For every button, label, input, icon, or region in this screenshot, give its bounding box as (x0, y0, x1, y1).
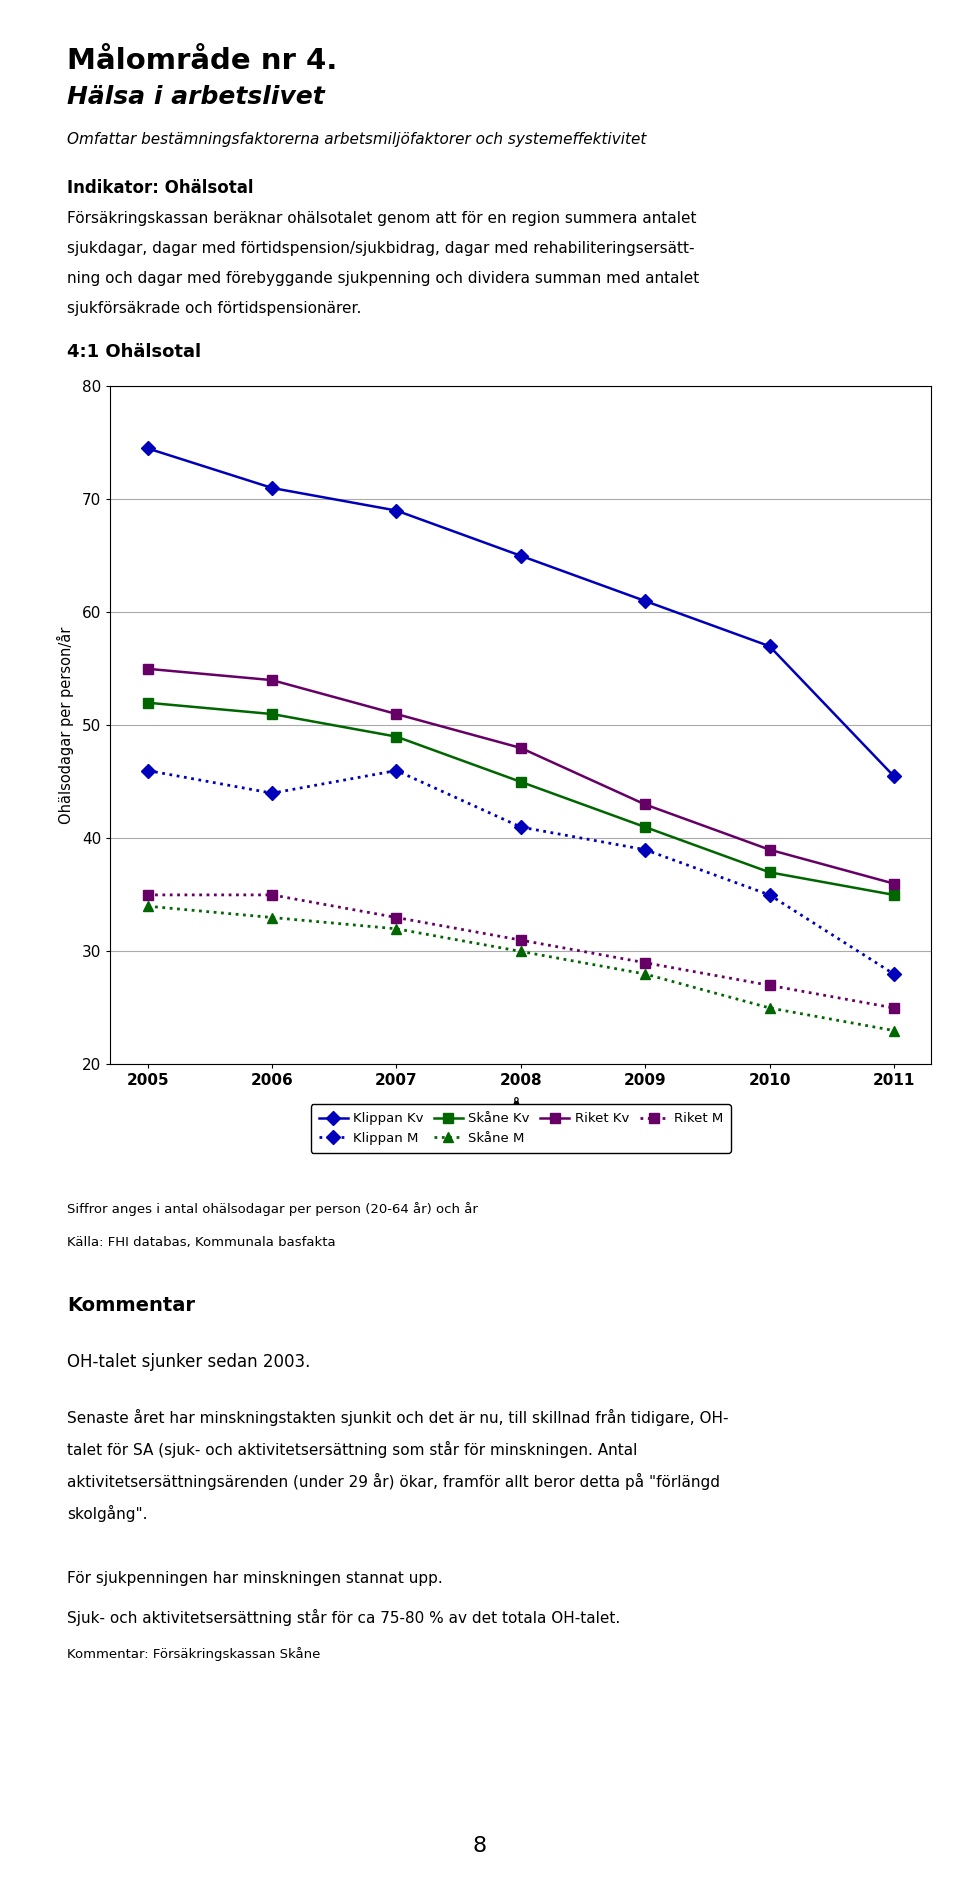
Text: talet för SA (sjuk- och aktivitetsersättning som står för minskningen. Antal: talet för SA (sjuk- och aktivitetsersätt… (67, 1441, 637, 1458)
Text: Kommentar: Försäkringskassan Skåne: Kommentar: Försäkringskassan Skåne (67, 1647, 321, 1660)
Text: Siffror anges i antal ohälsodagar per person (20-64 år) och år: Siffror anges i antal ohälsodagar per pe… (67, 1202, 478, 1215)
Text: För sjukpenningen har minskningen stannat upp.: För sjukpenningen har minskningen stanna… (67, 1571, 443, 1586)
Text: Försäkringskassan beräknar ohälsotalet genom att för en region summera antalet: Försäkringskassan beräknar ohälsotalet g… (67, 211, 697, 226)
Text: sjukdagar, dagar med förtidspension/sjukbidrag, dagar med rehabiliteringsersätt-: sjukdagar, dagar med förtidspension/sjuk… (67, 241, 695, 256)
Text: Målområde nr 4.: Målområde nr 4. (67, 47, 338, 75)
Y-axis label: Ohälsodagar per person/år: Ohälsodagar per person/år (57, 627, 74, 823)
Text: Indikator: Ohälsotal: Indikator: Ohälsotal (67, 179, 253, 198)
Text: Kommentar: Kommentar (67, 1296, 195, 1315)
Text: aktivitetsersättningsärenden (under 29 år) ökar, framför allt beror detta på "fö: aktivitetsersättningsärenden (under 29 å… (67, 1473, 720, 1490)
Text: Hälsa i arbetslivet: Hälsa i arbetslivet (67, 85, 324, 109)
Text: 8: 8 (473, 1835, 487, 1856)
Text: Omfattar bestämningsfaktorerna arbetsmiljöfaktorer och systemeffektivitet: Omfattar bestämningsfaktorerna arbetsmil… (67, 132, 647, 147)
Text: 4:1 Ohälsotal: 4:1 Ohälsotal (67, 343, 202, 362)
Text: Källa: FHI databas, Kommunala basfakta: Källa: FHI databas, Kommunala basfakta (67, 1236, 336, 1249)
Text: OH-talet sjunker sedan 2003.: OH-talet sjunker sedan 2003. (67, 1353, 311, 1372)
Text: skolgång".: skolgång". (67, 1505, 148, 1522)
Text: sjukförsäkrade och förtidspensionärer.: sjukförsäkrade och förtidspensionärer. (67, 301, 362, 317)
Text: Senaste året har minskningstakten sjunkit och det är nu, till skillnad från tidi: Senaste året har minskningstakten sjunki… (67, 1409, 729, 1426)
Text: Sjuk- och aktivitetsersättning står för ca 75-80 % av det totala OH-talet.: Sjuk- och aktivitetsersättning står för … (67, 1609, 620, 1626)
Legend: Klippan Kv, Klippan M, Skåne Kv, Skåne M, Riket Kv, Riket M: Klippan Kv, Klippan M, Skåne Kv, Skåne M… (311, 1104, 731, 1153)
X-axis label: År: År (510, 1100, 532, 1117)
Text: ning och dagar med förebyggande sjukpenning och dividera summan med antalet: ning och dagar med förebyggande sjukpenn… (67, 271, 700, 286)
